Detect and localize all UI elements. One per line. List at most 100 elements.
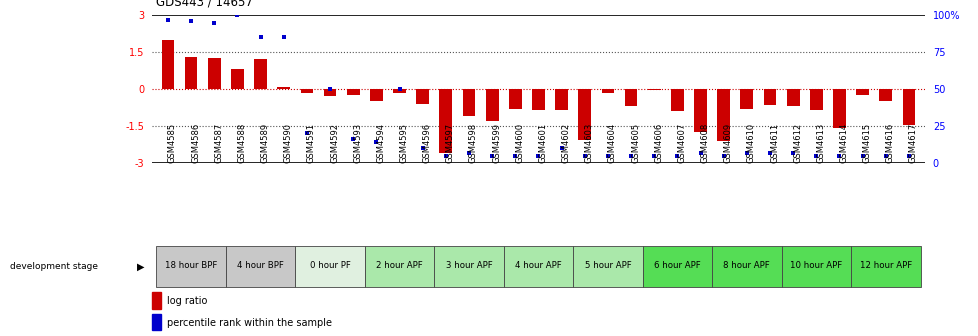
- Text: GSM4594: GSM4594: [376, 123, 385, 163]
- Text: GSM4609: GSM4609: [723, 123, 732, 163]
- Bar: [365, 246, 434, 287]
- Text: log ratio: log ratio: [167, 296, 207, 306]
- Point: [738, 150, 754, 155]
- Bar: [277, 87, 289, 89]
- Bar: [624, 89, 637, 106]
- Bar: [231, 69, 244, 89]
- Bar: [809, 89, 822, 110]
- Text: 12 hour APF: 12 hour APF: [859, 261, 911, 270]
- Bar: [600, 89, 613, 93]
- Bar: [642, 246, 711, 287]
- Bar: [439, 89, 452, 153]
- Point: [160, 17, 176, 22]
- Text: GDS443 / 14657: GDS443 / 14657: [156, 0, 253, 9]
- Bar: [324, 89, 336, 96]
- Text: GSM4585: GSM4585: [168, 123, 177, 163]
- Bar: [717, 89, 730, 141]
- Text: 18 hour BPF: 18 hour BPF: [164, 261, 217, 270]
- Text: GSM4587: GSM4587: [214, 123, 223, 163]
- Bar: [254, 59, 267, 89]
- Text: 3 hour APF: 3 hour APF: [445, 261, 492, 270]
- Point: [808, 153, 823, 158]
- Text: 5 hour APF: 5 hour APF: [584, 261, 631, 270]
- Point: [507, 153, 522, 158]
- Bar: [780, 246, 850, 287]
- Text: GSM4600: GSM4600: [514, 123, 524, 163]
- Point: [692, 150, 708, 155]
- Point: [345, 137, 361, 142]
- Point: [600, 153, 615, 158]
- Bar: [226, 246, 295, 287]
- Bar: [902, 89, 914, 125]
- Text: GSM4617: GSM4617: [908, 123, 917, 163]
- Text: 2 hour APF: 2 hour APF: [376, 261, 422, 270]
- Bar: [485, 89, 498, 121]
- Point: [877, 153, 893, 158]
- Point: [230, 12, 245, 18]
- Point: [669, 153, 685, 158]
- Text: GSM4599: GSM4599: [492, 123, 501, 163]
- Text: GSM4593: GSM4593: [353, 123, 362, 163]
- Text: GSM4588: GSM4588: [238, 123, 246, 163]
- Point: [183, 18, 199, 24]
- Bar: [572, 246, 642, 287]
- Text: GSM4613: GSM4613: [816, 123, 824, 163]
- Text: 4 hour BPF: 4 hour BPF: [237, 261, 284, 270]
- Point: [484, 153, 500, 158]
- Text: 6 hour APF: 6 hour APF: [653, 261, 700, 270]
- Point: [830, 153, 846, 158]
- Text: GSM4602: GSM4602: [561, 123, 570, 163]
- Text: GSM4608: GSM4608: [700, 123, 709, 163]
- Point: [391, 86, 407, 92]
- Text: GSM4589: GSM4589: [260, 123, 269, 163]
- Point: [645, 153, 661, 158]
- Text: 4 hour APF: 4 hour APF: [514, 261, 561, 270]
- Bar: [555, 89, 567, 110]
- Bar: [152, 292, 161, 308]
- Bar: [156, 246, 226, 287]
- Bar: [346, 89, 359, 95]
- Text: GSM4596: GSM4596: [422, 123, 431, 163]
- Point: [368, 139, 383, 145]
- Bar: [300, 89, 313, 93]
- Text: GSM4605: GSM4605: [631, 123, 640, 163]
- Text: GSM4606: GSM4606: [653, 123, 662, 163]
- Bar: [647, 89, 660, 90]
- Text: GSM4591: GSM4591: [306, 123, 316, 163]
- Bar: [434, 246, 504, 287]
- Point: [206, 20, 222, 25]
- Bar: [463, 89, 475, 116]
- Point: [900, 153, 915, 158]
- Bar: [670, 89, 683, 111]
- Text: GSM4590: GSM4590: [284, 123, 292, 163]
- Text: development stage: development stage: [10, 262, 98, 271]
- Bar: [504, 246, 572, 287]
- Point: [784, 150, 800, 155]
- Text: GSM4615: GSM4615: [862, 123, 870, 163]
- Point: [437, 153, 453, 158]
- Bar: [739, 89, 752, 109]
- Text: ▶: ▶: [137, 261, 145, 271]
- Bar: [207, 58, 220, 89]
- Text: GSM4607: GSM4607: [677, 123, 686, 163]
- Text: percentile rank within the sample: percentile rank within the sample: [167, 318, 332, 328]
- Point: [252, 35, 268, 40]
- Bar: [416, 89, 428, 104]
- Point: [854, 153, 869, 158]
- Text: GSM4601: GSM4601: [538, 123, 547, 163]
- Text: GSM4614: GSM4614: [838, 123, 848, 163]
- Text: GSM4611: GSM4611: [770, 123, 778, 163]
- Bar: [152, 314, 161, 331]
- Text: GSM4603: GSM4603: [584, 123, 593, 163]
- Point: [715, 153, 731, 158]
- Point: [298, 131, 314, 136]
- Text: GSM4586: GSM4586: [191, 123, 200, 163]
- Point: [554, 145, 569, 151]
- Bar: [393, 89, 406, 93]
- Bar: [832, 89, 845, 128]
- Bar: [295, 246, 365, 287]
- Bar: [786, 89, 799, 106]
- Text: 8 hour APF: 8 hour APF: [723, 261, 770, 270]
- Bar: [370, 89, 382, 101]
- Bar: [509, 89, 521, 109]
